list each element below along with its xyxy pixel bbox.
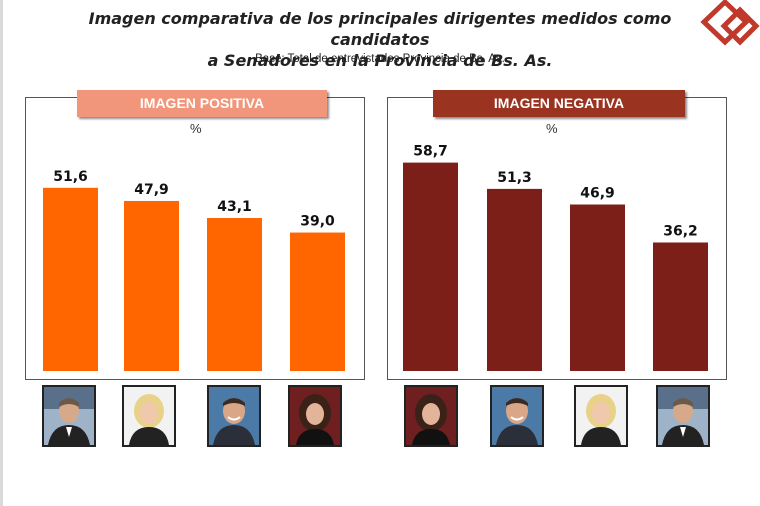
photo-dark-haired-woman-neg xyxy=(404,385,458,447)
negative-panel-title: IMAGEN NEGATIVA xyxy=(433,90,685,117)
photo-man-suit xyxy=(42,385,96,447)
photo-dark-haired-woman xyxy=(288,385,342,447)
positive-unit-label: % xyxy=(190,121,202,136)
left-border xyxy=(0,0,3,506)
company-logo xyxy=(700,0,760,46)
photo-man-smiling-neg xyxy=(490,385,544,447)
photo-man-suit-neg xyxy=(656,385,710,447)
positive-panel xyxy=(25,97,365,380)
photo-man-smiling xyxy=(207,385,261,447)
positive-panel-title: IMAGEN POSITIVA xyxy=(77,90,327,117)
photo-blonde-woman xyxy=(122,385,176,447)
title-line-2: a Senadores en la Provincia de Bs. As. xyxy=(207,51,553,70)
page-subtitle: Base: Total de entrevistados Provincia d… xyxy=(255,53,505,65)
page-title: Imagen comparativa de los principales di… xyxy=(60,8,700,71)
negative-panel xyxy=(387,97,727,380)
photo-blonde-woman-neg xyxy=(574,385,628,447)
title-line-1: Imagen comparativa de los principales di… xyxy=(88,9,672,49)
negative-unit-label: % xyxy=(546,121,558,136)
